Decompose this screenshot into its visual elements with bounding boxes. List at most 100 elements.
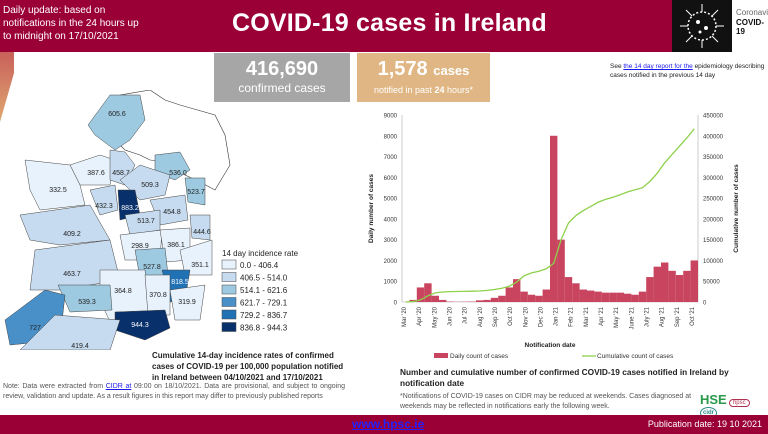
new-cases-unit: cases — [433, 63, 470, 78]
daily-cases-bar — [439, 299, 447, 302]
legend-label: 514.1 - 621.6 — [240, 286, 288, 295]
y2-tick-label: 100000 — [703, 259, 724, 265]
logo-line2: COVID-19 — [736, 18, 764, 36]
daily-cases-bar — [505, 287, 513, 302]
daily-cases-bar — [476, 300, 484, 302]
legend-swatch — [221, 297, 237, 307]
daily-cases-bar — [572, 283, 580, 302]
county-area — [57, 284, 113, 313]
daily-cases-bar — [631, 294, 639, 302]
daily-cases-bar — [535, 295, 543, 302]
cumulative-cases-line — [405, 128, 695, 303]
x-tick-label: Mar '21 — [584, 306, 590, 326]
daily-cases-bar — [520, 291, 528, 302]
y-tick-label: 2000 — [384, 259, 398, 265]
county-rate-label: 818.5 — [171, 279, 189, 286]
x-tick-label: Oct '21 — [690, 306, 696, 325]
county-rate-label: 883.2 — [121, 205, 139, 212]
county-area — [189, 214, 211, 241]
legend-label: 406.5 - 514.0 — [240, 274, 288, 283]
report-note: See the 14 day report for the epidemiolo… — [610, 62, 768, 80]
county-rate-label: 298.9 — [131, 243, 149, 250]
y-tick-label: 7000 — [384, 155, 398, 161]
county-rate-label: 386.1 — [167, 242, 185, 249]
x-tick-label: July '21 — [645, 306, 651, 327]
y2-tick-label: 300000 — [703, 176, 724, 182]
x-tick-label: May '20 — [432, 306, 438, 327]
y2-tick-label: 450000 — [703, 114, 724, 120]
daily-cases-bar — [557, 239, 565, 302]
county-area — [87, 94, 146, 151]
confirmed-label: confirmed cases — [238, 81, 326, 95]
y-tick-label: 5000 — [384, 197, 398, 203]
x-tick-label: Aug '21 — [660, 306, 666, 327]
legend-label: 836.8 - 944.3 — [240, 324, 288, 333]
daily-cases-bar — [587, 290, 595, 302]
county-area — [24, 159, 86, 211]
daily-cases-bar — [638, 291, 647, 302]
org-logos: HSE hpsc cidr — [700, 392, 768, 419]
county-rate-label: 458.7 — [112, 170, 130, 177]
county-rate-label: 409.2 — [63, 231, 81, 238]
daily-cases-bar — [550, 135, 558, 302]
county-rate-label: 419.4 — [71, 343, 89, 350]
cidr-link[interactable]: CIDR at — [105, 383, 132, 390]
x-tick-label: Sep '20 — [493, 306, 499, 327]
y2-tick-label: 250000 — [703, 197, 724, 203]
daily-cases-bar — [653, 266, 661, 302]
y-tick-label: 9000 — [384, 114, 398, 120]
y2-tick-label: 50000 — [703, 280, 720, 286]
y-tick-label: 1000 — [384, 280, 398, 286]
hse-logo: HSE — [700, 392, 727, 407]
footer: www.hpsc.ie Publication date: 19 10 2021 — [0, 415, 768, 434]
y-tick-label: 0 — [394, 301, 398, 307]
x-tick-label: Oct '20 — [508, 306, 514, 325]
daily-cases-bar — [624, 293, 632, 302]
county-rate-label: 444.6 — [193, 229, 211, 236]
new-cases-box: 1,578 cases notified in past 24 hours* — [357, 53, 490, 102]
14-day-report-link[interactable]: the 14 day report for the — [623, 63, 693, 70]
hpsc-website-link[interactable]: www.hpsc.ie — [352, 417, 425, 431]
daily-cases-bar — [690, 260, 698, 302]
county-rate-label: 509.3 — [141, 182, 159, 189]
county-rate-label: 605.6 — [108, 111, 126, 118]
county-rate-label: 527.8 — [143, 264, 161, 271]
new-label-pre: notified in past — [373, 85, 435, 95]
publication-date: Publication date: 19 10 2021 — [647, 419, 762, 429]
daily-cases-bar — [424, 283, 432, 302]
daily-cases-bar — [431, 295, 439, 302]
daily-cases-bar — [579, 289, 587, 302]
county-rate-label: 523.7 — [187, 189, 205, 196]
county-area — [184, 177, 206, 206]
virus-icon — [672, 0, 732, 52]
confirmed-cases-box: 416,690 confirmed cases — [214, 53, 350, 102]
new-label-post: hours* — [444, 85, 474, 95]
x-tick-label: Jan '21 — [554, 306, 560, 326]
legend-swatch — [221, 309, 237, 320]
daily-cases-bar — [668, 270, 676, 302]
y-tick-label: 4000 — [384, 217, 398, 223]
county-rate-label: 332.5 — [49, 187, 67, 194]
see-pre: See — [610, 63, 624, 70]
daily-cases-bar — [490, 297, 499, 302]
x-tick-label: Nov '20 — [523, 306, 529, 327]
legend-swatch — [221, 284, 237, 295]
x-tick-label: Jun '20 — [447, 306, 453, 326]
incidence-map: 605.6 387.6 458.7 536.0 509.3 332.5 523.7 432.3… — [4, 90, 299, 350]
daily-cases-bar — [646, 277, 654, 302]
county-rate-label: 364.8 — [114, 288, 132, 295]
county-area — [19, 204, 111, 246]
header-banner: Daily update: based on notifications in … — [0, 0, 768, 52]
cases-chart: 0 1000 2000 3000 4000 5000 6000 7000 8000 9000 0 50… — [368, 114, 740, 361]
y2-tick-label: 200000 — [703, 217, 724, 223]
y2-tick-label: 350000 — [703, 155, 724, 161]
daily-cases-bar — [683, 270, 691, 302]
county-rate-label: 536.0 — [169, 170, 187, 177]
x-tick-label: Aug '20 — [478, 306, 484, 327]
note-pre: Note: Data were extracted from — [3, 383, 106, 390]
county-area — [179, 239, 213, 276]
county-rate-label: 539.3 — [78, 299, 96, 306]
data-note: Note: Data were extracted from CIDR at 0… — [3, 382, 345, 401]
county-rate-label: 463.7 — [63, 271, 81, 278]
daily-cases-bar — [661, 262, 669, 302]
